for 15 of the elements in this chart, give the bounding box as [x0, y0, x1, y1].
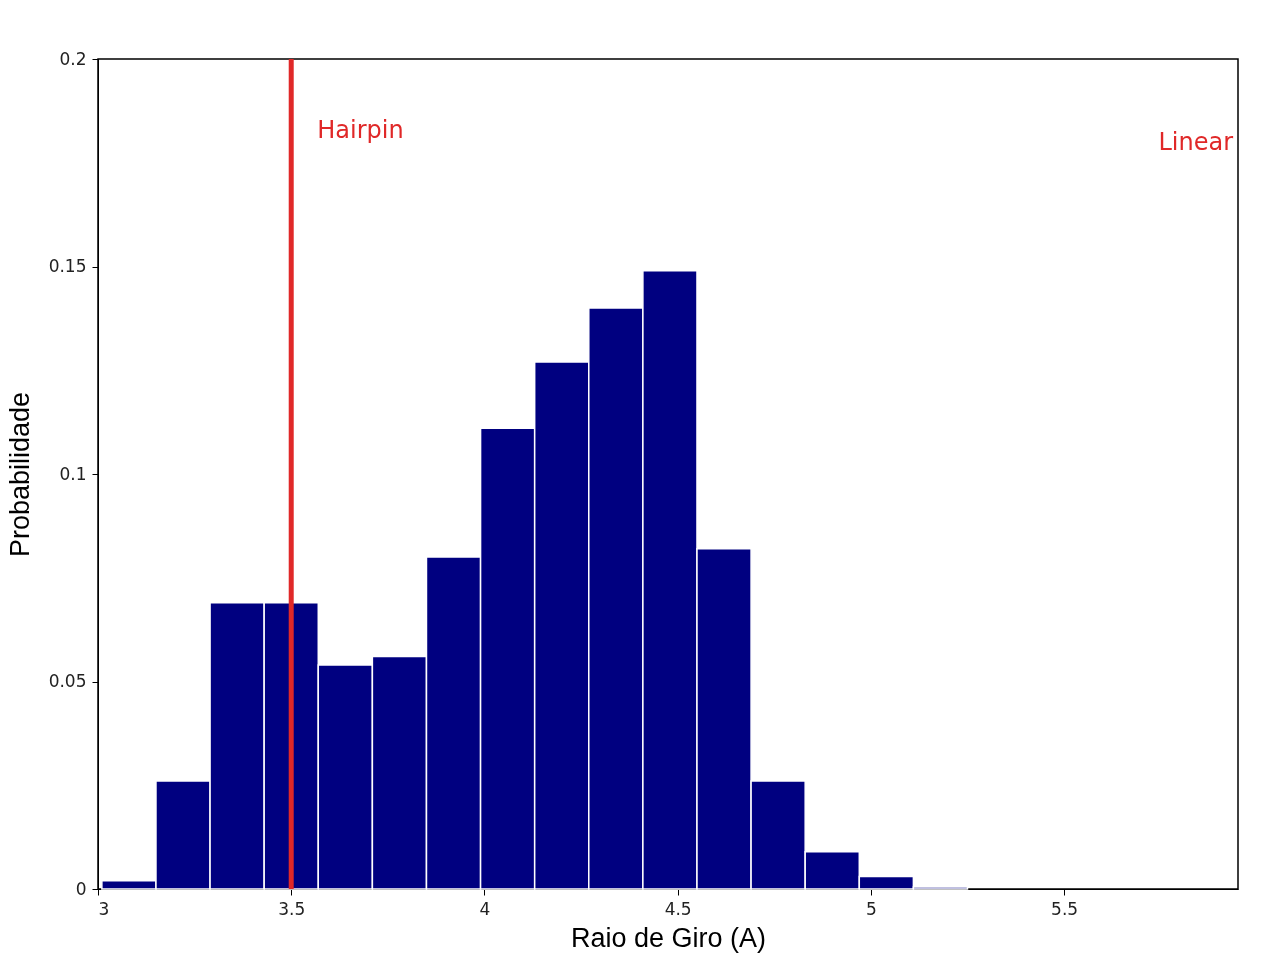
- x-tick-label: 5: [865, 898, 877, 919]
- y-tick-label: 0.1: [59, 463, 87, 484]
- y-tick-label: 0.05: [48, 671, 87, 691]
- x-tick-label: 3: [98, 898, 110, 919]
- x-axis-title: Raio de Giro (A): [570, 922, 767, 953]
- y-tick-label: 0.15: [48, 256, 87, 276]
- ref-line-label: Hairpin: [317, 116, 404, 144]
- annotation: Linear: [1158, 128, 1234, 156]
- x-tick-label: 4: [479, 898, 491, 919]
- y-tick-label: 0.2: [59, 48, 87, 69]
- x-tick-label: 4.5: [664, 898, 692, 919]
- x-tick-label: 3.5: [278, 898, 306, 919]
- y-tick-label: 0: [75, 878, 87, 899]
- x-tick-label: 5.5: [1051, 898, 1079, 919]
- y-axis-title: Probabilidade: [4, 391, 35, 558]
